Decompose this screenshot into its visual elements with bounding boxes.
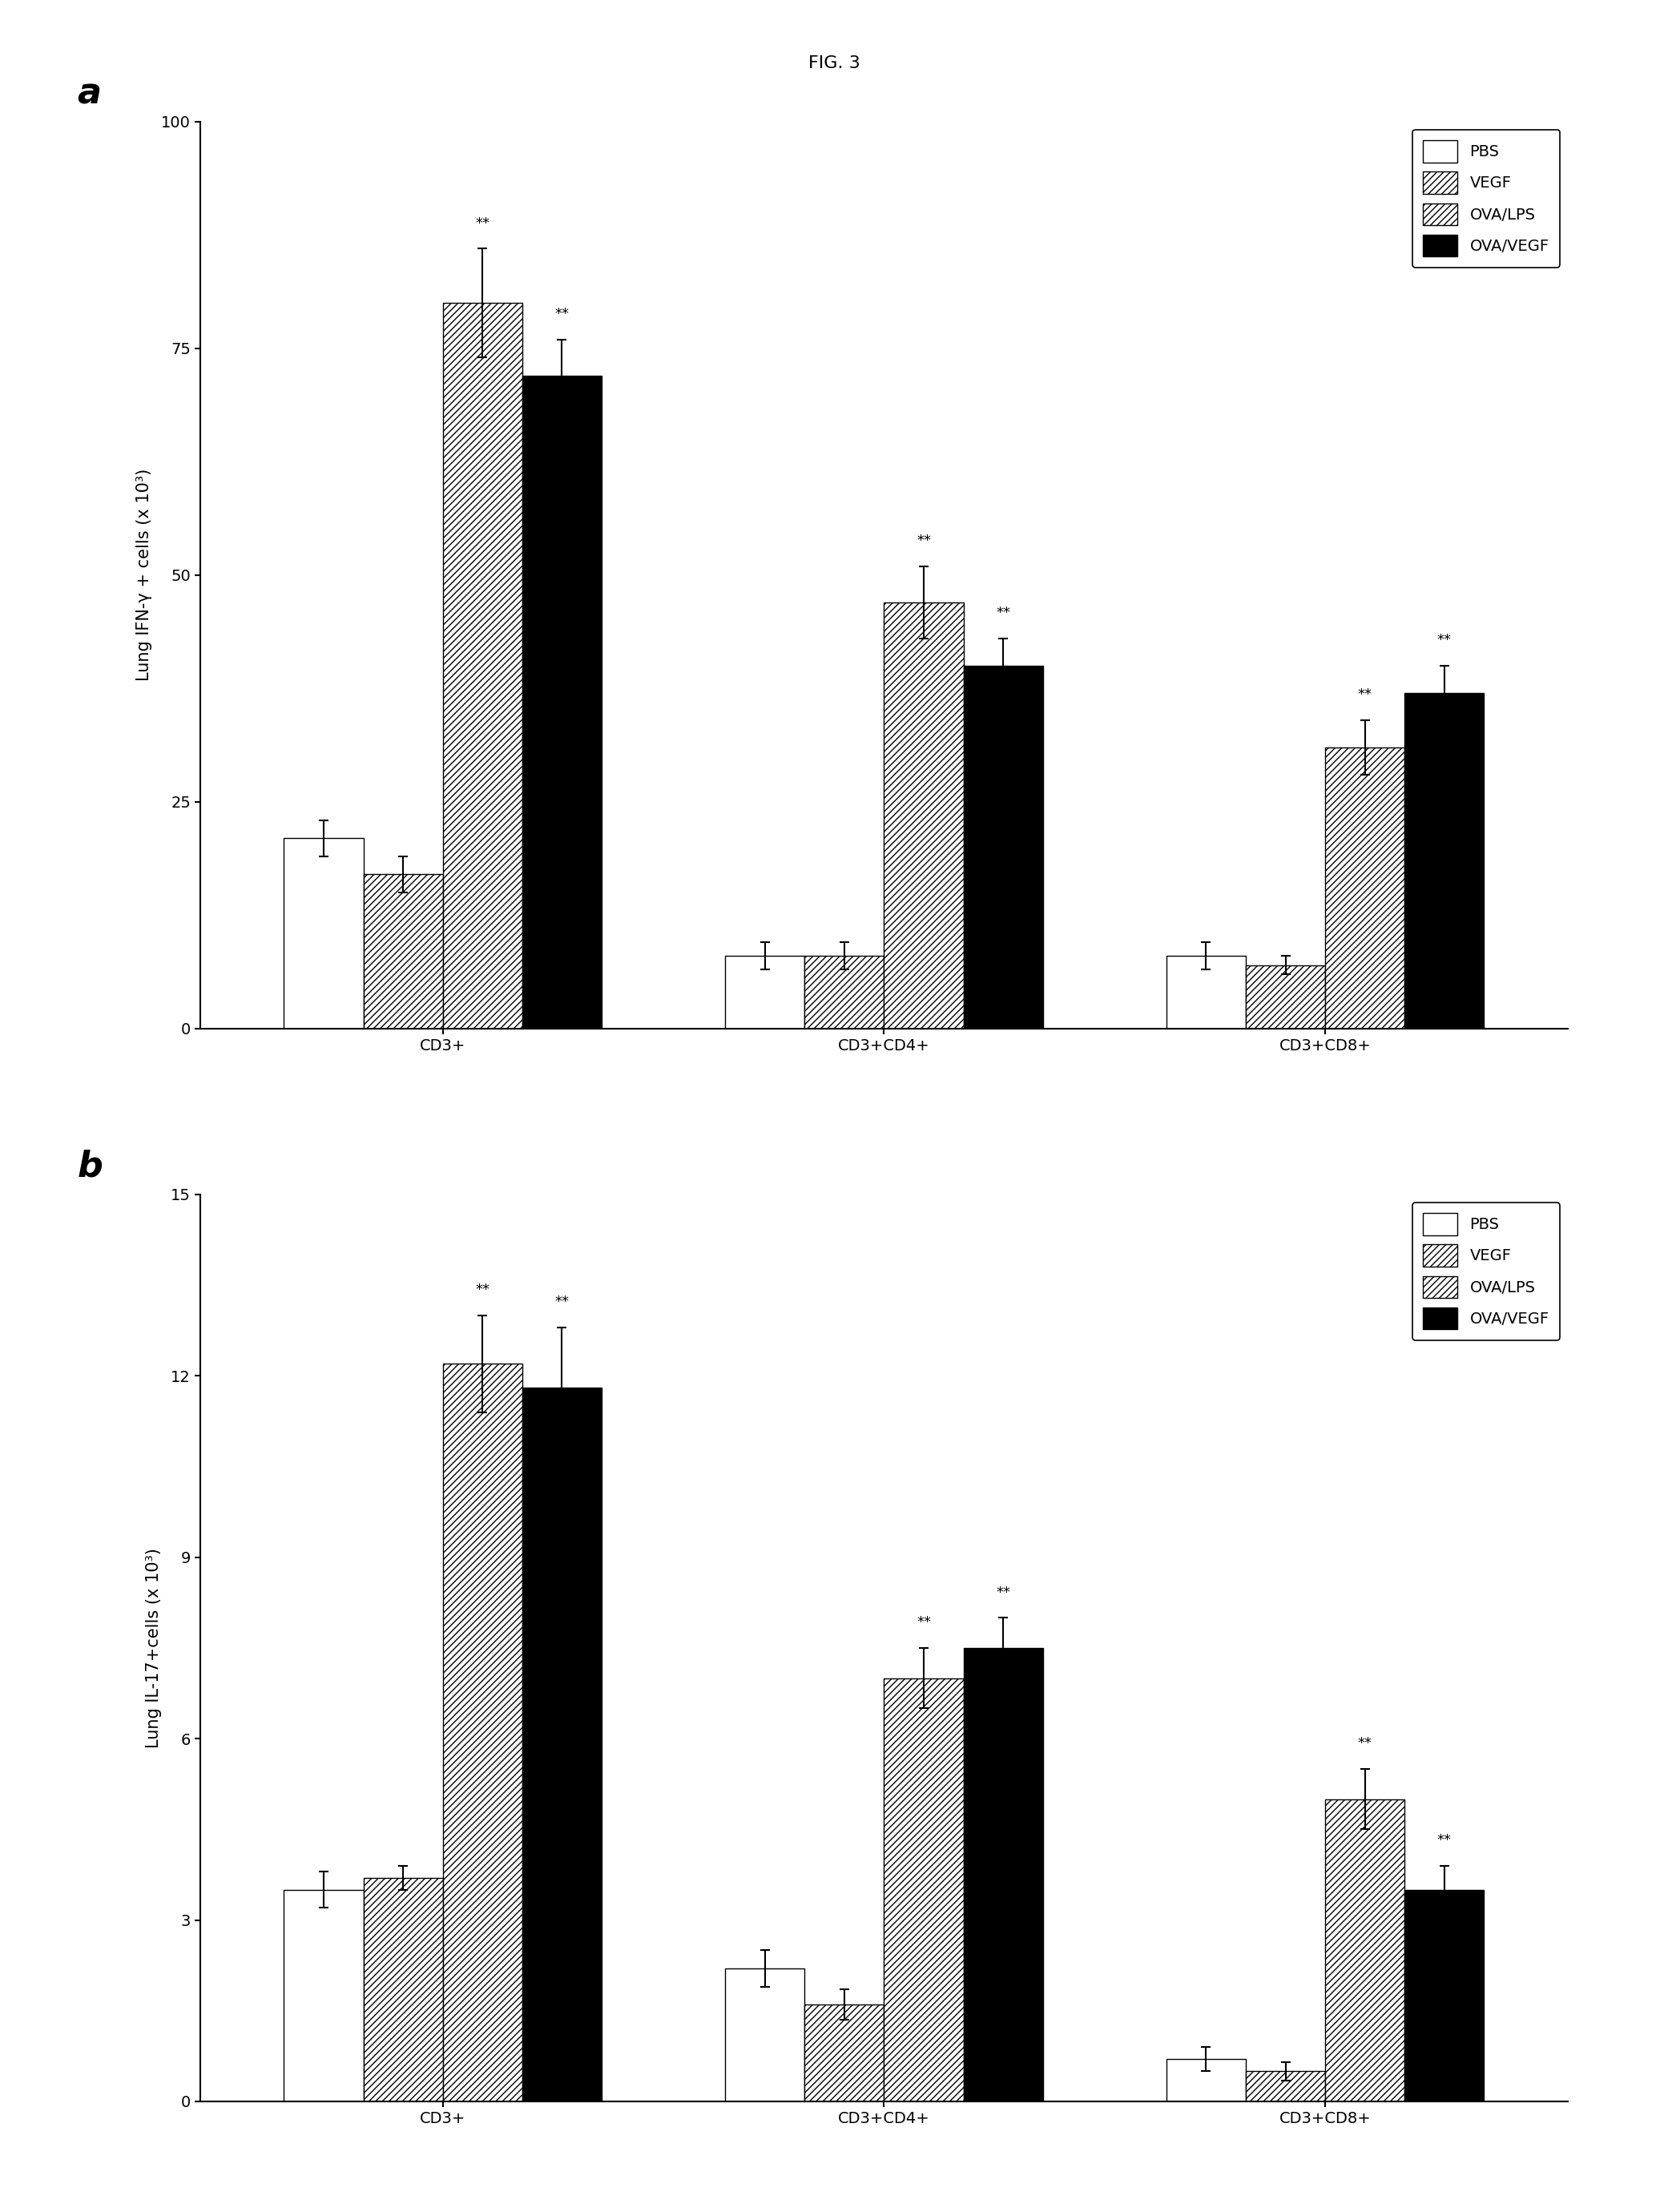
Text: **: ** — [475, 1283, 490, 1296]
Bar — [726, 1969, 804, 2101]
Y-axis label: Lung IL-17+cells (x 10³): Lung IL-17+cells (x 10³) — [145, 1548, 162, 1747]
Legend: PBS, VEGF, OVA/LPS, OVA/VEGF: PBS, VEGF, OVA/LPS, OVA/VEGF — [1413, 131, 1560, 268]
Text: **: ** — [475, 217, 490, 230]
Text: **: ** — [916, 1615, 931, 1630]
Y-axis label: Lung IFN-γ + cells (x 10³): Lung IFN-γ + cells (x 10³) — [137, 469, 152, 681]
Bar — [442, 303, 522, 1029]
Bar — [522, 1387, 602, 2101]
Text: **: ** — [1438, 1834, 1451, 1847]
Bar — [964, 666, 1042, 1029]
Bar — [726, 956, 804, 1029]
Bar — [442, 1365, 522, 2101]
Bar — [1246, 2070, 1326, 2101]
Bar — [522, 376, 602, 1029]
Bar — [1166, 2059, 1246, 2101]
Bar — [284, 838, 364, 1029]
Bar — [1326, 748, 1404, 1029]
Text: **: ** — [1358, 1736, 1373, 1750]
Bar — [1404, 692, 1485, 1029]
Text: **: ** — [555, 1294, 569, 1310]
Text: b: b — [77, 1150, 103, 1183]
Bar — [804, 956, 884, 1029]
Bar — [884, 602, 964, 1029]
Bar — [1246, 964, 1326, 1029]
Text: FIG. 3: FIG. 3 — [807, 55, 861, 71]
Bar — [1326, 1798, 1404, 2101]
Text: **: ** — [1358, 688, 1373, 701]
Bar — [1404, 1889, 1485, 2101]
Bar — [284, 1889, 364, 2101]
Bar — [804, 2004, 884, 2101]
Bar — [1166, 956, 1246, 1029]
Text: **: ** — [555, 307, 569, 321]
Bar — [884, 1679, 964, 2101]
Legend: PBS, VEGF, OVA/LPS, OVA/VEGF: PBS, VEGF, OVA/LPS, OVA/VEGF — [1413, 1203, 1560, 1340]
Bar — [364, 874, 442, 1029]
Bar — [364, 1878, 442, 2101]
Text: **: ** — [996, 1586, 1011, 1599]
Text: **: ** — [1438, 633, 1451, 648]
Text: **: ** — [916, 533, 931, 549]
Text: a: a — [77, 75, 102, 111]
Bar — [964, 1648, 1042, 2101]
Text: **: ** — [996, 606, 1011, 622]
